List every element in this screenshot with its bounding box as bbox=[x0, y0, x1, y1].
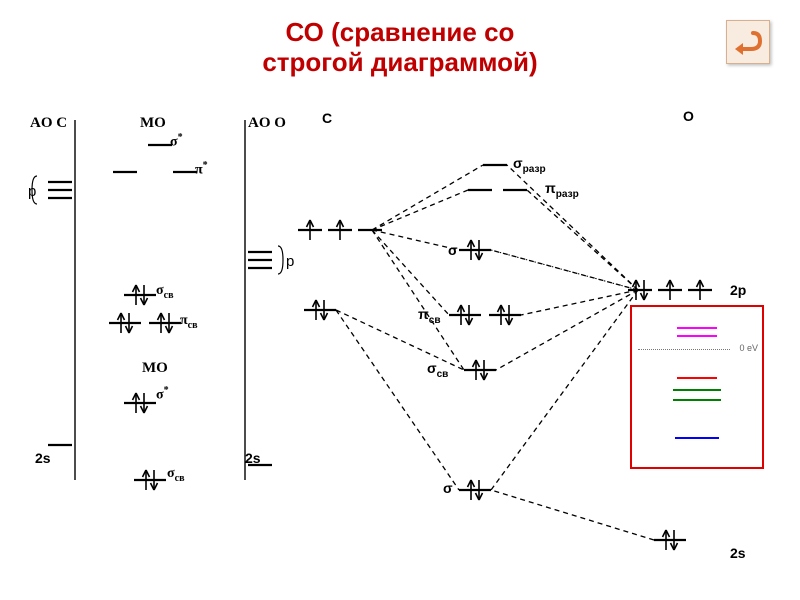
right-sigma-razr: σразр bbox=[513, 155, 546, 175]
left-pi-star: π* bbox=[195, 160, 208, 179]
left-sigma-sv: σсв bbox=[156, 283, 174, 301]
mo-diagram-svg: p p bbox=[0, 0, 800, 600]
left-sigma-star: σ* bbox=[170, 132, 183, 151]
right-pi-razr: πразр bbox=[545, 180, 579, 200]
left-diagram: p p bbox=[28, 120, 294, 490]
left-pi-sv: πсв bbox=[180, 313, 198, 331]
right-2s: 2s bbox=[730, 545, 746, 561]
inset-energy-level bbox=[673, 399, 721, 401]
left-sigma-star2: σ* bbox=[156, 385, 169, 404]
inset-energy-level bbox=[675, 437, 719, 439]
right-pi-sv: πсв bbox=[418, 306, 441, 326]
right-sigma-sv: σсв bbox=[427, 360, 448, 380]
inset-zero-label: 0 eV bbox=[739, 343, 758, 353]
left-sigma-sv2: σсв bbox=[167, 466, 185, 484]
right-O: O bbox=[683, 108, 694, 124]
right-2p: 2p bbox=[730, 282, 746, 298]
right-sigma: σ bbox=[448, 242, 458, 258]
left-header-aoC: AO C bbox=[30, 115, 67, 132]
inset-energy-level bbox=[673, 389, 721, 391]
inset-zero-line bbox=[638, 349, 730, 350]
left-2s-C: 2s bbox=[35, 450, 51, 466]
right-C: C bbox=[322, 110, 332, 126]
left-header-mo: MO bbox=[140, 115, 166, 132]
left-mo2: MO bbox=[142, 360, 168, 377]
svg-text:p: p bbox=[286, 253, 294, 270]
inset-energy-level bbox=[677, 377, 717, 379]
right-sigma2: σ bbox=[443, 480, 453, 496]
left-2s-O: 2s bbox=[245, 450, 261, 466]
inset-energy-level bbox=[677, 335, 717, 337]
energy-inset-box: 0 eV bbox=[630, 305, 764, 469]
inset-energy-level bbox=[677, 327, 717, 329]
left-header-aoO: AO O bbox=[248, 115, 286, 132]
